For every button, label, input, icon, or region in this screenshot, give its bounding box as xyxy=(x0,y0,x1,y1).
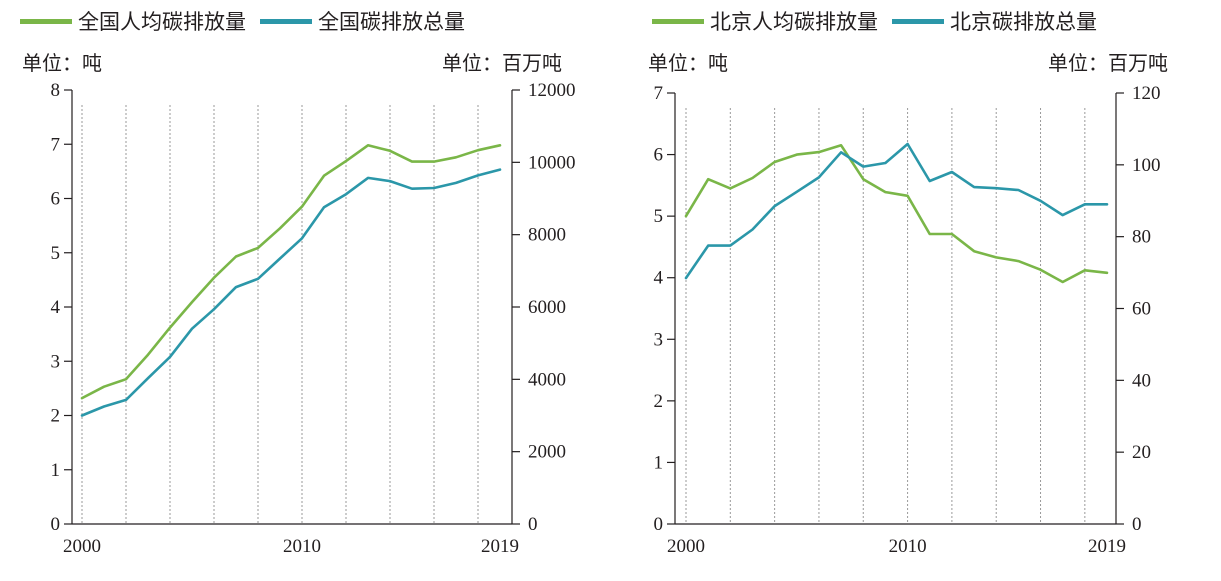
legend-label: 北京碳排放总量 xyxy=(950,10,1097,34)
series-line-total xyxy=(684,142,1109,280)
legend-swatch-blue xyxy=(892,18,944,24)
legend-swatch-blue xyxy=(260,18,312,24)
series-line-total xyxy=(80,168,502,417)
left-y-tick-label: 5 xyxy=(51,243,61,264)
x-tick-label: 2019 xyxy=(1088,536,1126,557)
x-tick-label: 2000 xyxy=(667,536,705,557)
right-y-tick-label: 10000 xyxy=(528,152,576,173)
legend-label: 全国人均碳排放量 xyxy=(78,10,246,34)
left-y-tick-label: 0 xyxy=(654,514,664,535)
left-axis-unit: 单位：吨 xyxy=(648,51,728,75)
left-y-tick-label: 7 xyxy=(51,134,61,155)
left-y-tick-label: 7 xyxy=(654,83,664,104)
right-y-tick-label: 8000 xyxy=(528,225,566,246)
left-y-tick-label: 6 xyxy=(51,189,61,210)
legend-swatch-green xyxy=(20,18,72,24)
right-axis-unit: 单位：百万吨 xyxy=(442,51,562,75)
right-y-tick-label: 2000 xyxy=(528,442,566,463)
series-line-per-capita xyxy=(80,144,502,400)
left-y-tick-label: 0 xyxy=(51,514,61,535)
left-y-tick-label: 2 xyxy=(51,406,61,427)
legend-item-national-per-capita: 全国人均碳排放量 xyxy=(20,6,246,36)
x-tick-label: 2019 xyxy=(481,536,519,557)
right-y-tick-label: 40 xyxy=(1132,370,1151,391)
x-tick-label: 2010 xyxy=(889,536,927,557)
x-tick-label: 2000 xyxy=(63,536,101,557)
right-y-tick-label: 6000 xyxy=(528,297,566,318)
beijing-chart-legend: 北京人均碳排放量 北京碳排放总量 xyxy=(652,6,1111,36)
series-line-per-capita xyxy=(684,144,1109,284)
right-y-tick-label: 100 xyxy=(1132,155,1161,176)
left-axis-unit: 单位：吨 xyxy=(22,51,102,75)
right-y-tick-label: 0 xyxy=(1132,514,1142,535)
left-y-tick-label: 3 xyxy=(654,329,664,350)
left-y-tick-label: 5 xyxy=(654,206,664,227)
national-chart-legend: 全国人均碳排放量 全国碳排放总量 xyxy=(20,6,479,36)
left-y-tick-label: 2 xyxy=(654,391,664,412)
beijing-line-chart: 0 1 2 3 4 5 6 7 0 20 40 60 80 100 120 2000 2010 2019 xyxy=(654,83,1161,557)
right-axis-unit: 单位：百万吨 xyxy=(1048,51,1168,75)
right-y-tick-label: 4000 xyxy=(528,369,566,390)
x-tick-label: 2010 xyxy=(283,536,321,557)
right-y-tick-label: 20 xyxy=(1132,442,1151,463)
right-y-tick-label: 12000 xyxy=(528,80,576,101)
right-y-tick-label: 60 xyxy=(1132,299,1151,320)
left-y-tick-label: 4 xyxy=(51,297,61,318)
legend-item-beijing-total: 北京碳排放总量 xyxy=(892,6,1097,36)
left-y-tick-label: 4 xyxy=(654,268,664,289)
legend-item-national-total: 全国碳排放总量 xyxy=(260,6,465,36)
left-y-tick-label: 8 xyxy=(51,80,61,101)
national-line-chart: 0123456780200040006000800010000120002000… xyxy=(51,80,576,557)
right-y-tick-label: 0 xyxy=(528,514,538,535)
legend-item-beijing-per-capita: 北京人均碳排放量 xyxy=(652,6,878,36)
left-y-tick-label: 6 xyxy=(654,145,664,166)
right-y-tick-label: 120 xyxy=(1132,83,1161,104)
legend-label: 全国碳排放总量 xyxy=(318,10,465,34)
right-y-tick-label: 80 xyxy=(1132,227,1151,248)
legend-label: 北京人均碳排放量 xyxy=(710,10,878,34)
left-y-tick-label: 1 xyxy=(51,460,61,481)
left-y-tick-label: 3 xyxy=(51,351,61,372)
legend-swatch-green xyxy=(652,18,704,24)
left-y-tick-label: 1 xyxy=(654,452,664,473)
beijing-chart-panel: 北京人均碳排放量 北京碳排放总量 单位：吨 单位：百万吨 0 1 2 3 4 5 6 7 0 20… xyxy=(610,0,1221,581)
